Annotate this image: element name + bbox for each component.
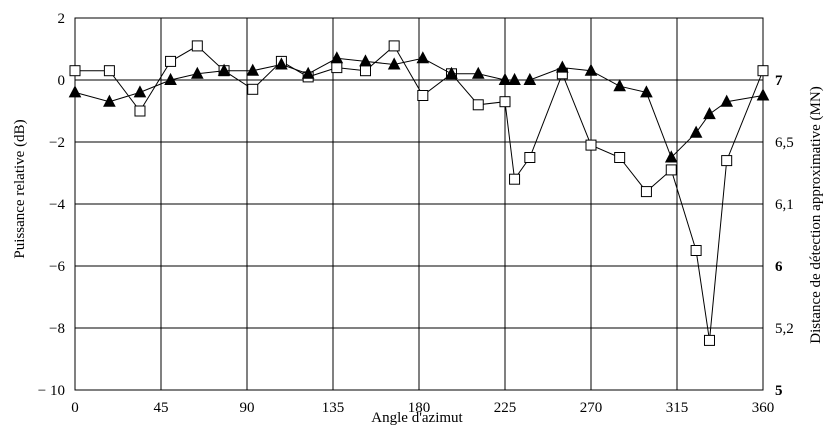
triangle-marker: [523, 72, 537, 85]
triangle-marker: [756, 88, 770, 101]
y2-tick-label: 5,2: [775, 321, 794, 337]
triangle-marker: [246, 63, 260, 76]
square-marker: [69, 65, 81, 77]
grid: [74, 17, 764, 391]
y-tick-label: 2: [58, 11, 66, 27]
x-tick-label: 315: [666, 400, 689, 416]
triangle-marker: [508, 72, 521, 85]
triangle-marker: [190, 66, 204, 79]
x-tick-label: 45: [154, 400, 169, 416]
triangle-marker: [68, 85, 82, 98]
y-tick-label: −4: [49, 197, 65, 213]
x-axis-label: Angle d'azimut: [371, 410, 463, 426]
triangle-marker: [584, 63, 598, 76]
triangle-marker: [359, 54, 372, 67]
square-marker: [134, 105, 146, 117]
x-tick-label: 225: [494, 400, 517, 416]
square-marker: [721, 155, 733, 167]
square-marker: [509, 173, 521, 185]
triangle-marker: [103, 94, 116, 107]
triangle-marker: [556, 60, 569, 73]
triangle-marker: [640, 85, 653, 98]
triangle-marker: [301, 66, 315, 79]
square-marker: [359, 65, 371, 77]
square-marker: [585, 139, 597, 151]
triangle-marker: [613, 79, 626, 92]
square-marker: [191, 40, 203, 52]
square-marker: [165, 55, 177, 67]
x-axis: 0 45 90 135 180 225 270 315 360: [71, 400, 774, 416]
plot-area: [74, 17, 764, 391]
triangle-marker: [664, 150, 678, 163]
triangle-marker: [471, 66, 485, 79]
y2-axis-label: Distance de détection approximative (MN): [808, 86, 824, 343]
y2-tick-label: 6,5: [775, 135, 794, 151]
triangle-marker: [164, 72, 177, 85]
y2-tick-label: 6,1: [775, 197, 794, 213]
y-tick-label: −2: [49, 135, 65, 151]
square-marker: [247, 83, 259, 95]
triangle-marker: [330, 51, 344, 64]
y-tick-label: 0: [58, 73, 66, 89]
triangle-marker: [217, 63, 231, 76]
square-marker: [757, 65, 769, 77]
y-tick-label: −6: [49, 259, 65, 275]
series-layer: [68, 40, 770, 346]
triangle-marker: [720, 94, 734, 107]
x-tick-label: 90: [240, 400, 255, 416]
y-axis-label: Puissance relative (dB): [12, 119, 28, 258]
y2-tick-label: 5: [775, 383, 783, 399]
y2-tick-label: 6: [775, 259, 783, 275]
square-marker: [499, 96, 511, 108]
x-tick-label: 0: [71, 400, 79, 416]
square-marker: [690, 245, 702, 256]
triangle-marker: [387, 57, 401, 70]
triangle-series: [68, 51, 770, 163]
y-axis-left: 2 0 −2 −4 −6 −8 − 10: [38, 11, 66, 399]
square-marker: [331, 62, 343, 74]
triangle-marker: [689, 125, 703, 138]
square-marker: [417, 90, 429, 101]
triangle-marker: [416, 51, 430, 64]
triangle-marker: [703, 107, 716, 120]
triangle-marker: [445, 66, 458, 79]
x-tick-label: 135: [322, 400, 345, 416]
y-axis-right: 7 6,5 6,1 6 5,2 5: [775, 73, 794, 399]
x-tick-label: 180: [408, 400, 431, 416]
square-marker: [665, 164, 677, 176]
triangle-marker: [133, 85, 147, 98]
square-marker: [472, 99, 484, 111]
triangle-marker: [498, 72, 512, 85]
y-tick-label: −8: [49, 321, 65, 337]
square-series: [69, 40, 769, 346]
x-tick-label: 360: [752, 400, 775, 416]
square-marker: [614, 152, 626, 163]
square-marker: [524, 152, 536, 163]
x-tick-label: 270: [580, 400, 603, 416]
square-marker: [703, 334, 715, 346]
square-marker: [388, 40, 400, 52]
y-tick-label: − 10: [38, 383, 65, 399]
square-marker: [640, 186, 652, 198]
triangle-marker: [275, 57, 288, 70]
y2-tick-label: 7: [775, 73, 783, 89]
square-marker: [103, 65, 115, 77]
